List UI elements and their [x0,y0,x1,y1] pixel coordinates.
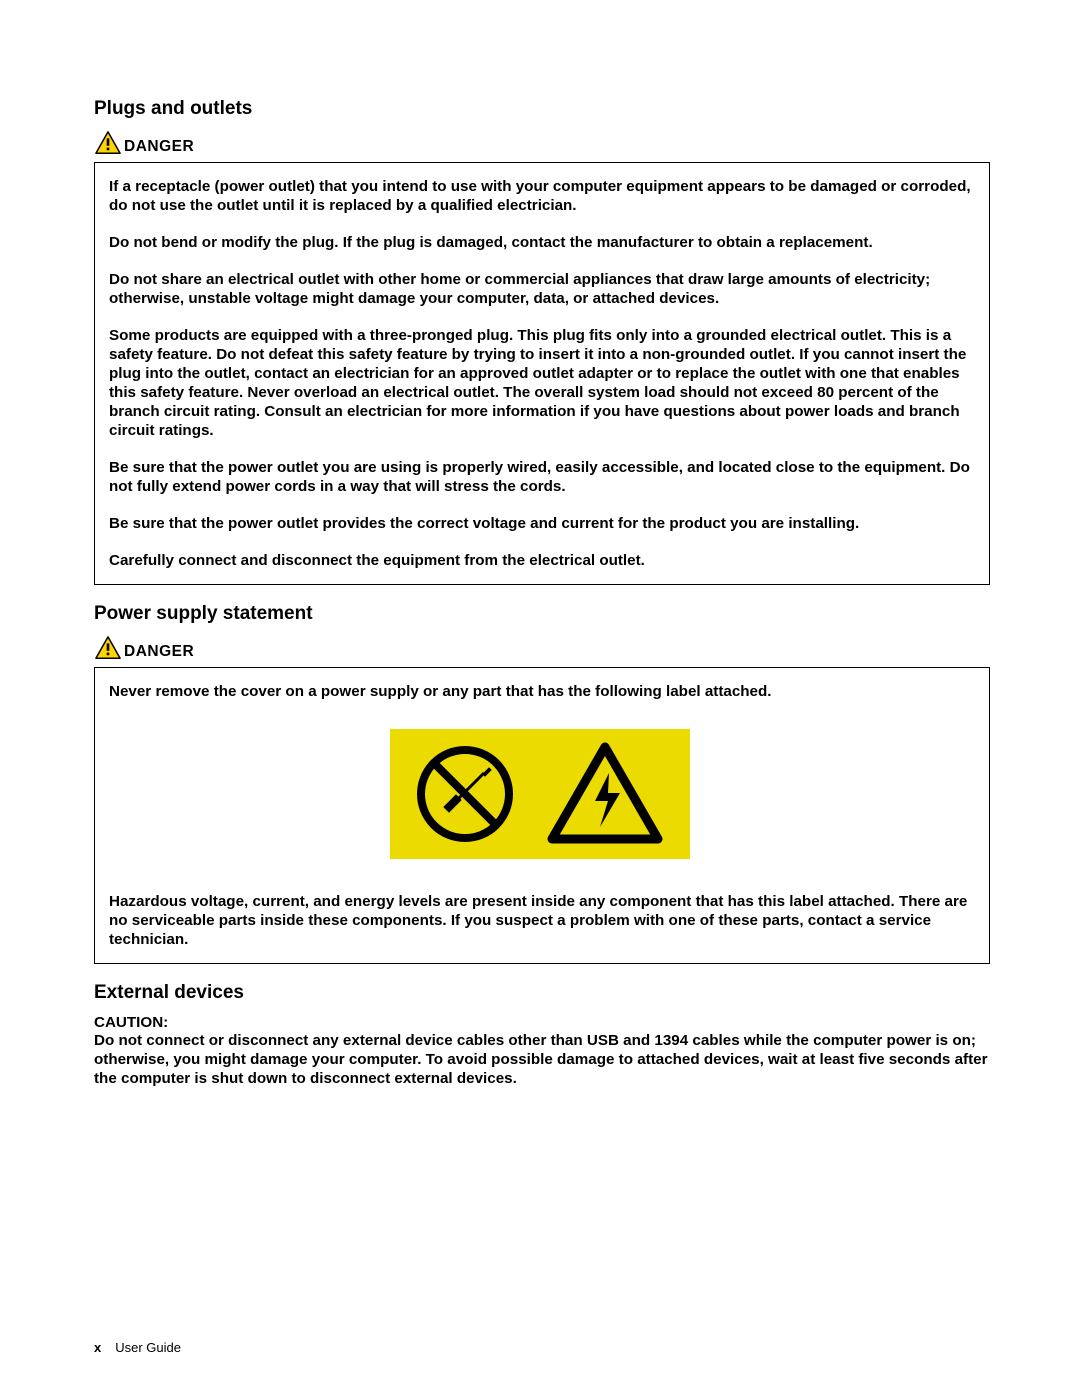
warning-triangle-icon [94,130,122,156]
heading-power-supply: Power supply statement [94,603,990,625]
warning-triangle-icon [94,635,122,661]
hazard-graphic-wrap [109,719,975,874]
danger1-p5: Be sure that the power outlet you are us… [109,458,975,496]
danger1-p2: Do not bend or modify the plug. If the p… [109,233,975,252]
caution-label: CAUTION: [94,1014,990,1031]
danger2-outro: Hazardous voltage, current, and energy l… [109,892,975,949]
danger2-intro: Never remove the cover on a power supply… [109,682,975,701]
heading-external-devices: External devices [94,982,990,1004]
danger-label-1: DANGER [124,138,194,156]
heading-plugs-outlets: Plugs and outlets [94,98,990,120]
footer-label: User Guide [115,1340,181,1355]
danger1-p6: Be sure that the power outlet provides t… [109,514,975,533]
danger1-p1: If a receptacle (power outlet) that you … [109,177,975,215]
danger1-p3: Do not share an electrical outlet with o… [109,270,975,308]
danger-label-2: DANGER [124,643,194,661]
danger-row-2: DANGER [94,635,990,661]
hazard-label-graphic [376,719,708,874]
danger-box-1: If a receptacle (power outlet) that you … [94,162,990,585]
danger1-p4: Some products are equipped with a three-… [109,326,975,440]
danger-row-1: DANGER [94,130,990,156]
danger-box-2: Never remove the cover on a power supply… [94,667,990,964]
footer-page-number: x [94,1340,101,1355]
caution-text: Do not connect or disconnect any externa… [94,1031,990,1088]
danger1-p7: Carefully connect and disconnect the equ… [109,551,975,570]
page-footer: x User Guide [94,1340,181,1355]
